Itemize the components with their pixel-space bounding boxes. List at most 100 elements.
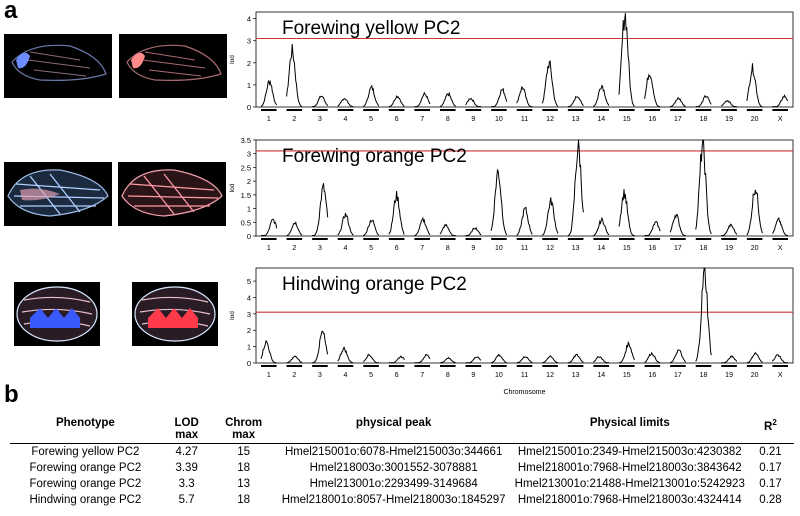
lod-curve-chr-4 xyxy=(337,346,354,364)
lod-curve-chr-20 xyxy=(746,351,763,364)
table-cell: Hmel215001o:6078-Hmel215003o:344661 xyxy=(284,446,503,458)
table-cell: Hmel218001o:7968-Hmel218003o:4324414 xyxy=(517,494,742,506)
x-tick-label: 1 xyxy=(267,245,271,252)
x-tick-label: 16 xyxy=(648,372,656,379)
y-tick-label: 1 xyxy=(247,81,251,90)
x-tick-label: 2 xyxy=(292,245,296,252)
table-cell: 3.39 xyxy=(175,462,198,474)
lod-curve-chr-14 xyxy=(593,84,610,107)
x-tick-label: 3 xyxy=(318,372,322,379)
table-cell: Hmel218001o:8057-Hmel218003o:1845297 xyxy=(281,494,506,506)
lod-curve-chr-19 xyxy=(721,355,738,364)
lod-curve-chr-14 xyxy=(593,216,610,236)
header-r: R xyxy=(764,420,773,433)
table-cell: 3.3 xyxy=(178,478,195,490)
x-tick-label: X xyxy=(778,245,783,252)
x-tick-label: 12 xyxy=(546,372,554,379)
lod-curve-chr-10 xyxy=(491,87,508,108)
lod-curve-chr-6 xyxy=(388,190,405,235)
panel-b-label: b xyxy=(4,381,19,408)
table-cell: 0.17 xyxy=(759,462,782,474)
lod-curve-chr-5 xyxy=(363,84,380,107)
lod-curve-chr-10 xyxy=(490,168,508,236)
header-text: LOD xyxy=(174,417,199,429)
lod-curve-chr-11 xyxy=(516,85,533,108)
table-cell: 18 xyxy=(237,494,250,506)
x-tick-label: 8 xyxy=(446,116,450,123)
lod-curve-chr-5 xyxy=(363,219,380,236)
x-tick-label: 5 xyxy=(369,116,373,123)
y-tick-label: 2 xyxy=(247,59,251,68)
x-tick-label: 11 xyxy=(521,245,528,252)
x-tick-label: 7 xyxy=(420,372,424,379)
y-tick-label: 1 xyxy=(247,205,251,214)
lod-curve-chr-17 xyxy=(670,97,686,108)
column-header: LOD max xyxy=(161,417,213,444)
qtl-results-table: Phenotype LOD max Chrom max physical peak Phys… xyxy=(10,417,794,508)
lod-curve-chr-20 xyxy=(746,189,763,236)
table-row: Hindwing orange PC2 5.7 18 Hmel218001o:8057… xyxy=(10,492,794,508)
x-tick-label: 4 xyxy=(344,245,348,252)
lod-curve-chr-3 xyxy=(312,330,329,364)
x-tick-label: 10 xyxy=(495,245,503,252)
y-tick-label: 5 xyxy=(247,277,251,286)
x-tick-label: 17 xyxy=(674,116,682,123)
lod-curve-chr-X xyxy=(771,217,788,236)
header-text: max xyxy=(175,429,199,441)
y-axis-label: lod xyxy=(229,55,236,64)
x-tick-label: 9 xyxy=(471,245,475,252)
x-tick-label: 7 xyxy=(420,245,424,252)
x-tick-label: 7 xyxy=(420,116,424,123)
lod-curve-chr-18 xyxy=(695,94,712,108)
x-tick-label: 6 xyxy=(395,372,399,379)
y-tick-label: 1.5 xyxy=(241,191,251,200)
x-tick-label: 3 xyxy=(318,245,322,252)
lod-curve-chr-1 xyxy=(261,218,278,236)
lod-curve-chr-8 xyxy=(440,356,456,364)
x-tick-label: 12 xyxy=(546,116,554,123)
y-axis-label: lod xyxy=(229,311,236,320)
table-cell: 4.27 xyxy=(175,446,198,458)
x-tick-label: 9 xyxy=(471,372,475,379)
x-tick-label: 4 xyxy=(344,372,348,379)
column-header: physical peak xyxy=(275,417,513,444)
lod-curve-chr-8 xyxy=(439,223,456,236)
lod-curve-chr-19 xyxy=(721,99,737,108)
lod-curve-chr-15 xyxy=(619,341,636,364)
panel-a-label: a xyxy=(4,0,18,24)
lod-curve-chr-9 xyxy=(465,226,482,236)
y-tick-label: 1 xyxy=(247,343,251,352)
table-header-row: Phenotype LOD max Chrom max physical peak Phys… xyxy=(10,417,794,444)
x-tick-label: 13 xyxy=(572,245,580,252)
x-tick-label: 1 xyxy=(267,372,271,379)
lod-curve-chr-17 xyxy=(669,213,686,236)
x-tick-label: 16 xyxy=(648,245,656,252)
x-tick-label: 5 xyxy=(369,245,373,252)
lod-curve-chr-18 xyxy=(695,267,712,362)
x-tick-label: 19 xyxy=(725,372,733,379)
lod-curve-chr-3 xyxy=(312,95,329,108)
lod-curve-chr-7 xyxy=(414,91,431,108)
plot-frame xyxy=(255,267,794,364)
x-tick-label: X xyxy=(778,116,783,123)
table-cell: Hmel213001o:2293499-3149684 xyxy=(309,478,478,490)
column-header: Physical limits xyxy=(513,417,747,444)
x-tick-label: 8 xyxy=(446,245,450,252)
x-tick-label: 11 xyxy=(521,116,528,123)
x-tick-label: 10 xyxy=(495,116,503,123)
x-tick-label: 13 xyxy=(572,372,580,379)
header-text: Chrom xyxy=(225,417,263,429)
x-tick-label: 18 xyxy=(700,372,708,379)
column-header: Chrom max xyxy=(213,417,275,444)
lod-curve-chr-9 xyxy=(465,356,482,364)
y-tick-label: 0 xyxy=(247,359,251,368)
table-cell: 0.21 xyxy=(759,446,782,458)
lod-curve-chr-15 xyxy=(618,189,635,236)
lod-curve-chr-16 xyxy=(644,221,661,236)
lod-curve-chr-10 xyxy=(490,353,507,364)
y-tick-label: 0 xyxy=(247,232,251,241)
x-tick-label: 17 xyxy=(674,372,682,379)
y-tick-label: 3 xyxy=(247,150,251,159)
x-tick-label: 1 xyxy=(267,116,271,123)
